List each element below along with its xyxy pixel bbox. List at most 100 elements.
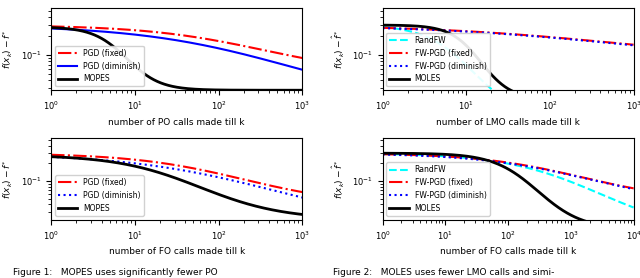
X-axis label: number of FO calls made till k: number of FO calls made till k bbox=[109, 247, 245, 256]
MOPES bbox=[168, 175, 176, 178]
Line: PGD (fixed): PGD (fixed) bbox=[51, 155, 302, 192]
Y-axis label: $f(x_k) - \hat{f}^*$: $f(x_k) - \hat{f}^*$ bbox=[330, 159, 346, 199]
FW-PGD (diminish) bbox=[499, 32, 507, 36]
FW-PGD (fixed) bbox=[630, 187, 637, 190]
FW-PGD (diminish) bbox=[528, 165, 536, 169]
FW-PGD (fixed) bbox=[630, 43, 637, 46]
MOLES bbox=[528, 185, 536, 188]
Line: PGD (diminish): PGD (diminish) bbox=[51, 28, 302, 70]
FW-PGD (diminish) bbox=[515, 163, 522, 167]
FW-PGD (fixed) bbox=[584, 39, 592, 42]
PGD (fixed) bbox=[196, 36, 204, 40]
Text: Figure 2:   MOLES uses fewer LMO calls and simi-: Figure 2: MOLES uses fewer LMO calls and… bbox=[333, 268, 554, 277]
MOLES bbox=[630, 227, 637, 230]
PGD (diminish) bbox=[183, 169, 191, 173]
PGD (diminish) bbox=[298, 68, 306, 71]
FW-PGD (diminish) bbox=[379, 26, 387, 30]
PGD (fixed) bbox=[168, 32, 176, 36]
MOLES bbox=[630, 98, 637, 101]
PGD (fixed) bbox=[298, 56, 306, 60]
PGD (diminish) bbox=[166, 167, 174, 170]
PGD (fixed) bbox=[253, 181, 260, 184]
PGD (fixed) bbox=[292, 189, 300, 193]
PGD (diminish) bbox=[253, 56, 260, 59]
FW-PGD (fixed) bbox=[498, 160, 506, 163]
MOPES bbox=[183, 87, 191, 90]
Y-axis label: $f(x_k) - \hat{f}^*$: $f(x_k) - \hat{f}^*$ bbox=[0, 159, 15, 199]
MOPES bbox=[298, 213, 306, 216]
PGD (diminish) bbox=[168, 167, 176, 170]
MOLES bbox=[624, 98, 632, 101]
PGD (diminish) bbox=[292, 194, 300, 198]
PGD (fixed) bbox=[166, 163, 174, 166]
MOLES bbox=[379, 152, 387, 155]
PGD (diminish) bbox=[253, 185, 260, 188]
RandFW bbox=[515, 164, 522, 167]
PGD (fixed) bbox=[47, 25, 55, 28]
FW-PGD (fixed) bbox=[499, 32, 507, 35]
Legend: RandFW, FW-PGD (fixed), FW-PGD (diminish), MOLES: RandFW, FW-PGD (fixed), FW-PGD (diminish… bbox=[387, 162, 490, 216]
FW-PGD (diminish) bbox=[379, 153, 387, 156]
MOPES bbox=[292, 212, 300, 215]
MOPES bbox=[47, 26, 55, 29]
Line: FW-PGD (fixed): FW-PGD (fixed) bbox=[383, 154, 634, 188]
MOLES bbox=[515, 92, 522, 95]
PGD (diminish) bbox=[196, 43, 204, 46]
X-axis label: number of PO calls made till k: number of PO calls made till k bbox=[108, 118, 245, 127]
MOLES bbox=[528, 95, 536, 99]
MOLES bbox=[624, 226, 632, 230]
Line: MOPES: MOPES bbox=[51, 157, 302, 214]
Legend: RandFW, FW-PGD (fixed), FW-PGD (diminish), MOLES: RandFW, FW-PGD (fixed), FW-PGD (diminish… bbox=[387, 33, 490, 86]
PGD (diminish) bbox=[183, 40, 191, 44]
MOPES bbox=[292, 89, 300, 92]
Text: Figure 1:   MOPES uses significantly fewer PO: Figure 1: MOPES uses significantly fewer… bbox=[13, 268, 218, 277]
MOPES bbox=[253, 88, 260, 92]
PGD (fixed) bbox=[292, 55, 300, 58]
Legend: PGD (fixed), PGD (diminish), MOPES: PGD (fixed), PGD (diminish), MOPES bbox=[55, 46, 144, 86]
RandFW bbox=[584, 187, 592, 190]
PGD (fixed) bbox=[183, 34, 191, 38]
PGD (fixed) bbox=[166, 32, 174, 35]
MOPES bbox=[166, 84, 174, 88]
RandFW bbox=[379, 25, 387, 29]
FW-PGD (fixed) bbox=[379, 26, 387, 29]
PGD (diminish) bbox=[168, 38, 176, 41]
Y-axis label: $f(x_k) - \hat{f}^*$: $f(x_k) - \hat{f}^*$ bbox=[0, 29, 15, 69]
MOLES bbox=[499, 165, 507, 168]
PGD (fixed) bbox=[196, 168, 204, 172]
FW-PGD (fixed) bbox=[584, 177, 592, 180]
PGD (fixed) bbox=[253, 47, 260, 50]
RandFW bbox=[584, 116, 592, 120]
Line: MOLES: MOLES bbox=[383, 25, 634, 100]
Line: MOLES: MOLES bbox=[383, 153, 634, 228]
MOPES bbox=[298, 89, 306, 92]
MOPES bbox=[183, 181, 191, 184]
RandFW bbox=[528, 110, 536, 113]
X-axis label: number of FO calls made till k: number of FO calls made till k bbox=[440, 247, 576, 256]
MOPES bbox=[166, 175, 174, 178]
PGD (diminish) bbox=[298, 196, 306, 199]
RandFW bbox=[498, 161, 506, 164]
FW-PGD (diminish) bbox=[624, 186, 632, 190]
FW-PGD (diminish) bbox=[499, 161, 507, 164]
PGD (fixed) bbox=[168, 163, 176, 166]
FW-PGD (diminish) bbox=[498, 32, 506, 36]
MOLES bbox=[515, 174, 522, 177]
PGD (diminish) bbox=[166, 38, 174, 41]
RandFW bbox=[498, 95, 506, 99]
FW-PGD (diminish) bbox=[498, 161, 506, 164]
Line: FW-PGD (diminish): FW-PGD (diminish) bbox=[383, 28, 634, 45]
RandFW bbox=[528, 167, 536, 171]
RandFW bbox=[515, 105, 522, 108]
FW-PGD (fixed) bbox=[499, 160, 507, 163]
FW-PGD (fixed) bbox=[624, 185, 632, 189]
RandFW bbox=[624, 203, 632, 207]
FW-PGD (diminish) bbox=[584, 177, 592, 181]
RandFW bbox=[499, 96, 507, 100]
FW-PGD (diminish) bbox=[528, 34, 536, 38]
MOPES bbox=[168, 85, 176, 88]
PGD (fixed) bbox=[47, 153, 55, 157]
MOLES bbox=[584, 98, 592, 101]
FW-PGD (diminish) bbox=[630, 44, 637, 47]
Line: PGD (fixed): PGD (fixed) bbox=[51, 26, 302, 58]
